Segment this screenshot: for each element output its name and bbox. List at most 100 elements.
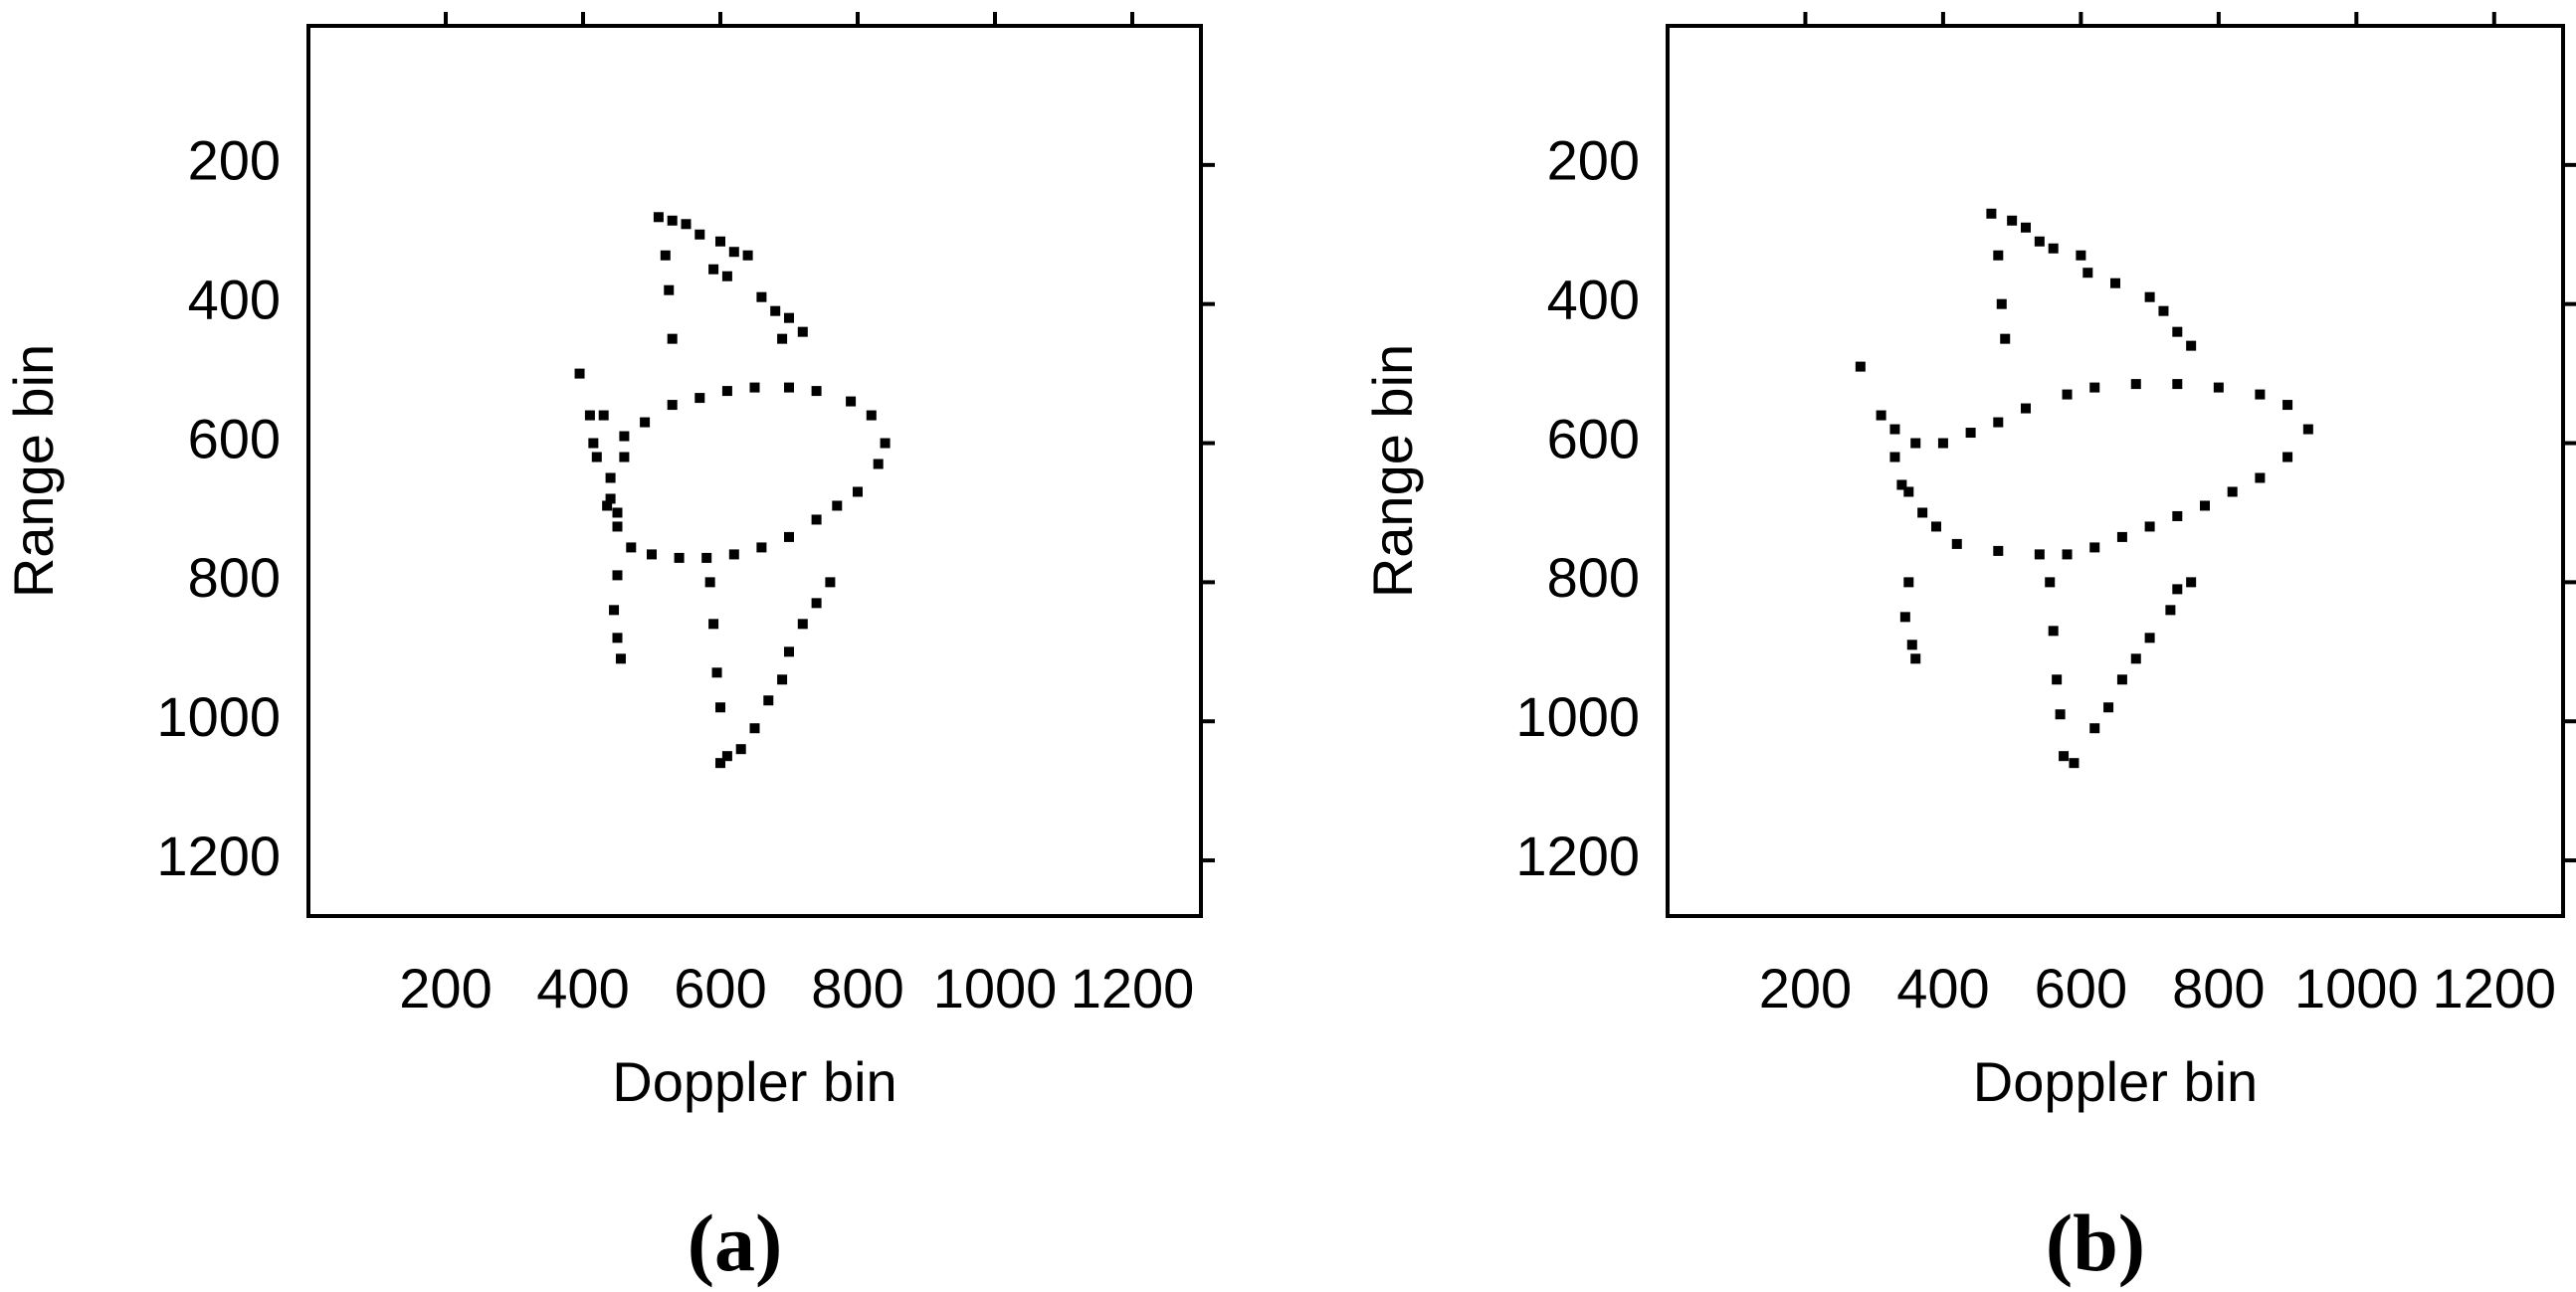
scatter-point <box>694 229 705 240</box>
scatter-point <box>784 531 794 542</box>
scatter-point <box>2076 250 2086 261</box>
x-tick-label: 600 <box>2035 957 2127 1019</box>
scatter-point <box>770 305 781 316</box>
scatter-point <box>2021 403 2031 414</box>
scatter-point <box>1910 438 1921 449</box>
scatter-point <box>704 577 715 588</box>
x-tick-label: 800 <box>811 957 903 1019</box>
scatter-point <box>777 674 788 685</box>
scatter-point <box>2116 531 2127 542</box>
scatter-point <box>2059 751 2070 762</box>
scatter-point <box>1965 428 1976 439</box>
scatter-point <box>2255 472 2266 483</box>
scatter-point <box>694 393 705 404</box>
scatter-point <box>681 219 692 230</box>
y-tick-label: 1000 <box>1515 685 1640 748</box>
y-tick-label: 200 <box>188 129 281 192</box>
scatter-point <box>2062 389 2073 400</box>
scatter-point <box>708 619 719 630</box>
x-tick-label: 600 <box>674 957 766 1019</box>
y-tick-label: 600 <box>1547 407 1640 469</box>
scatter-point <box>2048 243 2059 254</box>
scatter-point <box>873 459 884 469</box>
scatter-point <box>749 723 760 734</box>
scatter-point <box>619 431 630 442</box>
scatter-point <box>598 410 609 421</box>
scatter-point <box>2282 400 2293 411</box>
scatter-point <box>735 744 746 755</box>
scatter-point <box>640 417 651 428</box>
scatter-point <box>1855 361 1866 372</box>
y-tick-label: 1200 <box>1515 825 1640 887</box>
scatter-point <box>1910 653 1921 664</box>
panel-label: (a) <box>688 1198 783 1288</box>
scatter-point <box>2089 723 2100 734</box>
y-axis-label: Range bin <box>1361 344 1424 598</box>
scatter-point <box>2007 215 2018 226</box>
scatter-point <box>2227 486 2238 497</box>
scatter-point <box>728 247 739 258</box>
scatter-point <box>2130 379 2141 390</box>
scatter-point <box>605 493 616 504</box>
scatter-point <box>612 507 623 518</box>
scatter-point <box>664 284 675 295</box>
scatter-point <box>1993 250 2004 261</box>
scatter-point <box>647 549 657 560</box>
scatter-point <box>667 333 678 344</box>
scatter-point <box>853 486 863 497</box>
scatter-point <box>811 514 822 525</box>
scatter-point <box>715 702 725 713</box>
scatter-point <box>605 472 616 483</box>
scatter-point <box>2186 340 2197 351</box>
x-tick-label: 200 <box>399 957 492 1019</box>
scatter-point <box>777 333 788 344</box>
scatter-point <box>1951 538 1962 549</box>
scatter-point <box>825 577 836 588</box>
scatter-point <box>721 271 732 281</box>
scatter-point <box>1996 298 2007 309</box>
scatter-point <box>701 552 712 563</box>
scatter-point <box>2021 222 2031 233</box>
scatter-point <box>1931 521 1941 532</box>
scatter-point <box>2089 382 2100 393</box>
scatter-point <box>1889 424 1900 435</box>
scatter-point <box>1903 577 1914 588</box>
scatter-point <box>715 236 725 247</box>
x-tick-label: 800 <box>2172 957 2265 1019</box>
scatter-point <box>2089 542 2100 553</box>
scatter-point <box>612 633 623 644</box>
scatter-point <box>728 549 739 560</box>
scatter-point <box>626 542 637 553</box>
scatter-point <box>756 291 767 302</box>
scatter-point <box>784 382 794 393</box>
scatter-point <box>797 326 808 337</box>
scatter-point <box>2034 549 2045 560</box>
scatter-point <box>2172 510 2183 521</box>
x-tick-label: 400 <box>1896 957 1989 1019</box>
y-tick-label: 1200 <box>156 825 281 887</box>
scatter-point <box>797 619 808 630</box>
scatter-point <box>721 386 732 397</box>
scatter-point <box>811 598 822 609</box>
scatter-point <box>880 438 891 449</box>
scatter-point <box>2200 500 2210 511</box>
scatter-point <box>742 250 753 261</box>
scatter-point <box>1993 417 2004 428</box>
scatter-point <box>588 438 599 449</box>
scatter-point <box>612 521 623 532</box>
scatter-point <box>2116 674 2127 685</box>
scatter-point <box>674 552 685 563</box>
scatter-point <box>784 646 794 657</box>
scatter-point <box>2172 326 2183 337</box>
y-tick-label: 400 <box>188 268 281 330</box>
x-axis-label: Doppler bin <box>612 1050 896 1113</box>
scatter-point <box>660 250 671 261</box>
scatter-point <box>721 751 732 762</box>
scatter-point <box>1937 438 1948 449</box>
scatter-point <box>711 667 722 678</box>
scatter-point <box>1903 486 1914 497</box>
scatter-point <box>846 396 857 407</box>
scatter-point <box>2144 291 2155 302</box>
scatter-point <box>1917 507 1928 518</box>
